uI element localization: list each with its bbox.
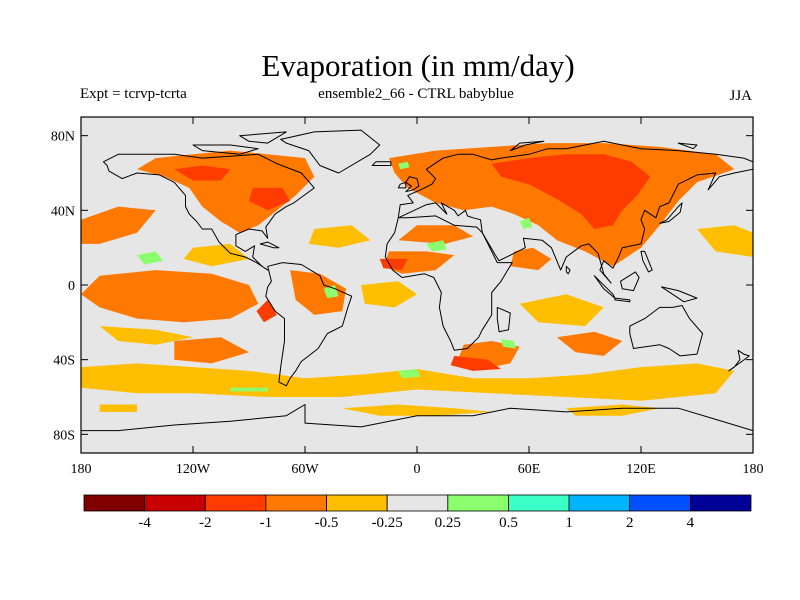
map-title: Evaporation (in mm/day) [261, 48, 574, 83]
colorbar-swatch [447, 494, 509, 512]
coastline [677, 142, 698, 150]
contour-region [557, 331, 623, 356]
colorbar-swatch [326, 494, 388, 512]
coastline [397, 181, 407, 189]
coastline [265, 262, 353, 387]
contour-region [256, 299, 277, 323]
evaporation-field-layer [81, 143, 753, 416]
contour-region [230, 387, 268, 392]
colorbar-label: -0.25 [372, 515, 403, 531]
contour-region [308, 225, 371, 248]
coastline [565, 265, 571, 275]
coastline [614, 297, 631, 303]
colorbar-label: -0.5 [315, 515, 339, 531]
coastline [509, 140, 545, 152]
colorbar-swatch [144, 494, 206, 512]
contour-region [342, 404, 492, 416]
contour-region [99, 404, 137, 412]
colorbar-label: 0.25 [435, 515, 461, 531]
colorbar-swatch [568, 494, 631, 512]
x-tick-label: 60W [291, 462, 319, 477]
coastline [620, 271, 640, 292]
coastline [496, 306, 511, 333]
colorbar-label: 2 [626, 515, 634, 531]
colorbar-swatch [386, 494, 449, 512]
contour-region [290, 270, 347, 315]
contour-region [389, 143, 735, 267]
colorbar: -4 -2 -1 -0.5 -0.25 0.25 0.5 1 2 4 [83, 494, 752, 531]
colorbar-label: 0.5 [499, 515, 518, 531]
contour-region [566, 404, 660, 416]
colorbar-swatch [83, 494, 146, 512]
contour-region [697, 225, 753, 257]
contour-region [450, 355, 501, 371]
x-tick-label: 60E [518, 462, 541, 477]
colorbar-swatch [204, 494, 267, 512]
y-tick-label: 40S [53, 354, 75, 369]
contour-region [81, 270, 259, 323]
contour-region [183, 243, 249, 267]
contour-region [501, 339, 516, 349]
x-tick-label: 120E [626, 462, 656, 477]
ensemble-label: ensemble2_66 - CTRL babyblue [318, 86, 514, 102]
coastline [659, 202, 683, 224]
coastline [640, 250, 653, 273]
coastline [81, 404, 753, 453]
coastline [102, 153, 315, 271]
y-tick-label: 40N [51, 204, 75, 219]
colorbar-label: 4 [687, 515, 695, 531]
colorbar-label: -2 [199, 515, 212, 531]
contour-region [398, 369, 421, 379]
colorbar-swatch [689, 494, 752, 512]
contour-region [361, 281, 417, 308]
coastline [405, 176, 420, 193]
coastline [192, 144, 259, 155]
x-tick-label: 120W [176, 462, 211, 477]
colorbar-label: 1 [565, 515, 573, 531]
contour-region [426, 240, 447, 252]
y-tick-label: 80S [53, 428, 75, 443]
season-label: JJA [729, 88, 752, 104]
colorbar-swatch [265, 494, 327, 512]
x-tick-label: 180 [71, 462, 92, 477]
y-tick-label: 80N [51, 130, 75, 145]
coastline [629, 305, 704, 357]
contour-region [174, 337, 249, 364]
coastline [280, 129, 381, 174]
colorbar-swatch [508, 494, 570, 512]
contour-region [249, 187, 291, 211]
coastline [384, 215, 513, 351]
coastline [661, 286, 698, 303]
contour-region [137, 251, 164, 265]
x-tick-label: 0 [414, 462, 421, 477]
contour-region [510, 247, 552, 271]
map-panel: 180 120W 60W 0 60E 120E 180 80N 40N 0 40S 80S [51, 116, 764, 477]
coastline [371, 161, 392, 166]
contour-region [398, 225, 473, 244]
coastline [259, 241, 280, 249]
contour-region [99, 326, 193, 345]
colorbar-swatch [629, 494, 691, 512]
axis-ticks: 180 120W 60W 0 60E 120E 180 80N 40N 0 40S 80S [51, 117, 764, 477]
coastline-layer [81, 129, 753, 453]
colorbar-label: -4 [138, 515, 151, 531]
experiment-label: Expt = tcrvp-tcrta [80, 86, 187, 102]
contour-region [491, 154, 651, 229]
contour-region [519, 217, 533, 229]
coastline [397, 140, 753, 284]
y-tick-label: 0 [68, 279, 75, 294]
contour-region [81, 206, 156, 244]
contour-region [379, 258, 408, 271]
coastline [728, 349, 750, 372]
contour-region [398, 161, 410, 170]
colorbar-label: -1 [260, 515, 273, 531]
contour-region [519, 294, 604, 327]
coastline [239, 131, 287, 144]
contour-region [174, 165, 231, 181]
x-tick-label: 180 [743, 462, 764, 477]
